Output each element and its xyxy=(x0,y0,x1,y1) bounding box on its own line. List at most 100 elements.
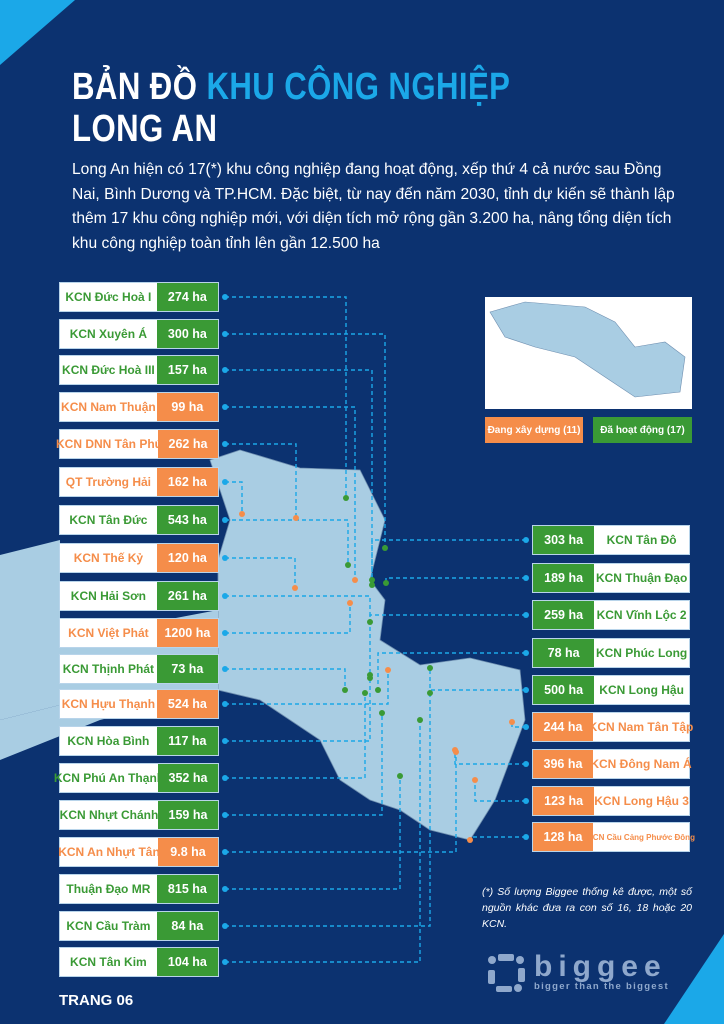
page-title: BẢN ĐỒ KHU CÔNG NGHIỆP LONG AN xyxy=(72,66,510,150)
connector-line xyxy=(225,481,243,514)
connector-line xyxy=(225,693,431,927)
park-row: 259 ha KCN Vĩnh Lộc 2 xyxy=(532,600,690,630)
connector-line xyxy=(371,539,526,580)
park-area: 352 ha xyxy=(158,764,218,792)
connector-line xyxy=(225,595,371,622)
park-area: 274 ha xyxy=(156,283,218,311)
connector-line xyxy=(225,557,296,588)
corner-decoration-top-left xyxy=(0,0,75,65)
park-row: 123 ha KCN Long Hậu 3 xyxy=(532,786,690,816)
park-name: KCN Đức Hoà III xyxy=(60,356,157,384)
park-area: 189 ha xyxy=(533,564,595,592)
location-dot xyxy=(222,701,228,707)
location-dot xyxy=(367,619,373,625)
park-area: 162 ha xyxy=(156,468,218,496)
location-dot xyxy=(222,404,228,410)
location-dot xyxy=(417,717,423,723)
location-dot xyxy=(427,690,433,696)
park-name: KCN An Nhựt Tân xyxy=(58,838,160,866)
park-row: 78 ha KCN Phúc Long xyxy=(532,638,690,668)
park-name: KCN Thuận Đạo xyxy=(594,564,689,592)
location-dot xyxy=(222,886,228,892)
footnote: (*) Số lượng Biggee thống kê được, một s… xyxy=(482,886,692,930)
park-area: 815 ha xyxy=(156,875,218,903)
park-area: 543 ha xyxy=(156,506,218,534)
park-name: KCN Tân Kim xyxy=(60,948,157,976)
location-dot xyxy=(362,690,368,696)
location-dot xyxy=(369,577,375,583)
park-name: KCN Cầu Cảng Phước Đông xyxy=(587,823,695,851)
park-area: 259 ha xyxy=(533,601,595,629)
park-name: KCN Nam Tân Tập xyxy=(589,713,693,741)
location-dot xyxy=(375,687,381,693)
park-row: KCN Đức Hoà I 274 ha xyxy=(59,282,219,312)
location-dot xyxy=(397,773,403,779)
park-area: 1200 ha xyxy=(156,619,218,647)
inset-map xyxy=(485,297,692,409)
park-name: KCN Vĩnh Lộc 2 xyxy=(594,601,689,629)
logo-tagline: bigger than the biggest xyxy=(534,980,669,992)
connector-line xyxy=(385,577,526,583)
park-area: 500 ha xyxy=(533,676,595,704)
location-dot xyxy=(523,650,529,656)
park-name: Thuận Đạo MR xyxy=(60,875,157,903)
location-dot xyxy=(427,665,433,671)
location-dot xyxy=(467,837,473,843)
park-row: KCN Tân Kim 104 ha xyxy=(59,947,219,977)
connector-line xyxy=(225,693,366,779)
title-line2: LONG AN xyxy=(72,108,218,150)
location-dot xyxy=(352,577,358,583)
park-name: KCN DNN Tân Phú xyxy=(56,430,162,458)
connector-line xyxy=(369,614,526,675)
park-area: 123 ha xyxy=(533,787,595,815)
location-dot xyxy=(292,585,298,591)
connector-line xyxy=(225,670,389,705)
location-dot xyxy=(222,367,228,373)
location-dot xyxy=(222,738,228,744)
park-area: 73 ha xyxy=(156,655,218,683)
park-name: KCN Hòa Bình xyxy=(60,727,157,755)
location-dot xyxy=(523,761,529,767)
park-row: KCN Hựu Thạnh 524 ha xyxy=(59,689,219,719)
location-dot xyxy=(472,777,478,783)
park-row: 396 ha KCN Đông Nam Á xyxy=(532,749,692,779)
connector-line xyxy=(225,296,347,498)
connector-line xyxy=(225,752,457,853)
connector-line xyxy=(225,369,373,585)
connector-line xyxy=(429,668,526,691)
park-area: 128 ha xyxy=(533,823,593,851)
location-dot xyxy=(342,687,348,693)
location-dot xyxy=(369,582,375,588)
park-area: 524 ha xyxy=(156,690,218,718)
logo-name: biggee xyxy=(534,949,667,983)
park-row: KCN Phú An Thạnh 352 ha xyxy=(54,763,219,793)
location-dot xyxy=(452,747,458,753)
park-row: 244 ha KCN Nam Tân Tập xyxy=(532,712,693,742)
location-dot xyxy=(222,812,228,818)
location-dot xyxy=(222,630,228,636)
park-row: Thuận Đạo MR 815 ha xyxy=(59,874,219,904)
location-dot xyxy=(222,479,228,485)
park-name: KCN Long Hậu 3 xyxy=(594,787,689,815)
park-name: KCN Đông Nam Á xyxy=(590,750,692,778)
park-row: 303 ha KCN Tân Đô xyxy=(532,525,690,555)
park-area: 9.8 ha xyxy=(158,838,218,866)
intro-text: Long An hiện có 17(*) khu công nghiệp đa… xyxy=(72,161,675,252)
location-dot xyxy=(222,517,228,523)
title-highlight: KHU CÔNG NGHIỆP xyxy=(206,66,511,108)
location-dot xyxy=(523,724,529,730)
location-dot xyxy=(383,580,389,586)
park-row: KCN DNN Tân Phú 262 ha xyxy=(56,429,219,459)
park-row: KCN Nam Thuận 99 ha xyxy=(59,392,219,422)
inset-map-shape xyxy=(489,301,686,398)
park-area: 78 ha xyxy=(533,639,595,667)
location-dot xyxy=(222,331,228,337)
location-dot xyxy=(293,515,299,521)
park-name: KCN Hải Sơn xyxy=(60,582,157,610)
legend-active: Đã hoạt động (17) xyxy=(593,417,692,443)
park-area: 104 ha xyxy=(156,948,218,976)
park-area: 117 ha xyxy=(156,727,218,755)
park-area: 262 ha xyxy=(158,430,218,458)
location-dot xyxy=(222,555,228,561)
location-dot xyxy=(222,959,228,965)
